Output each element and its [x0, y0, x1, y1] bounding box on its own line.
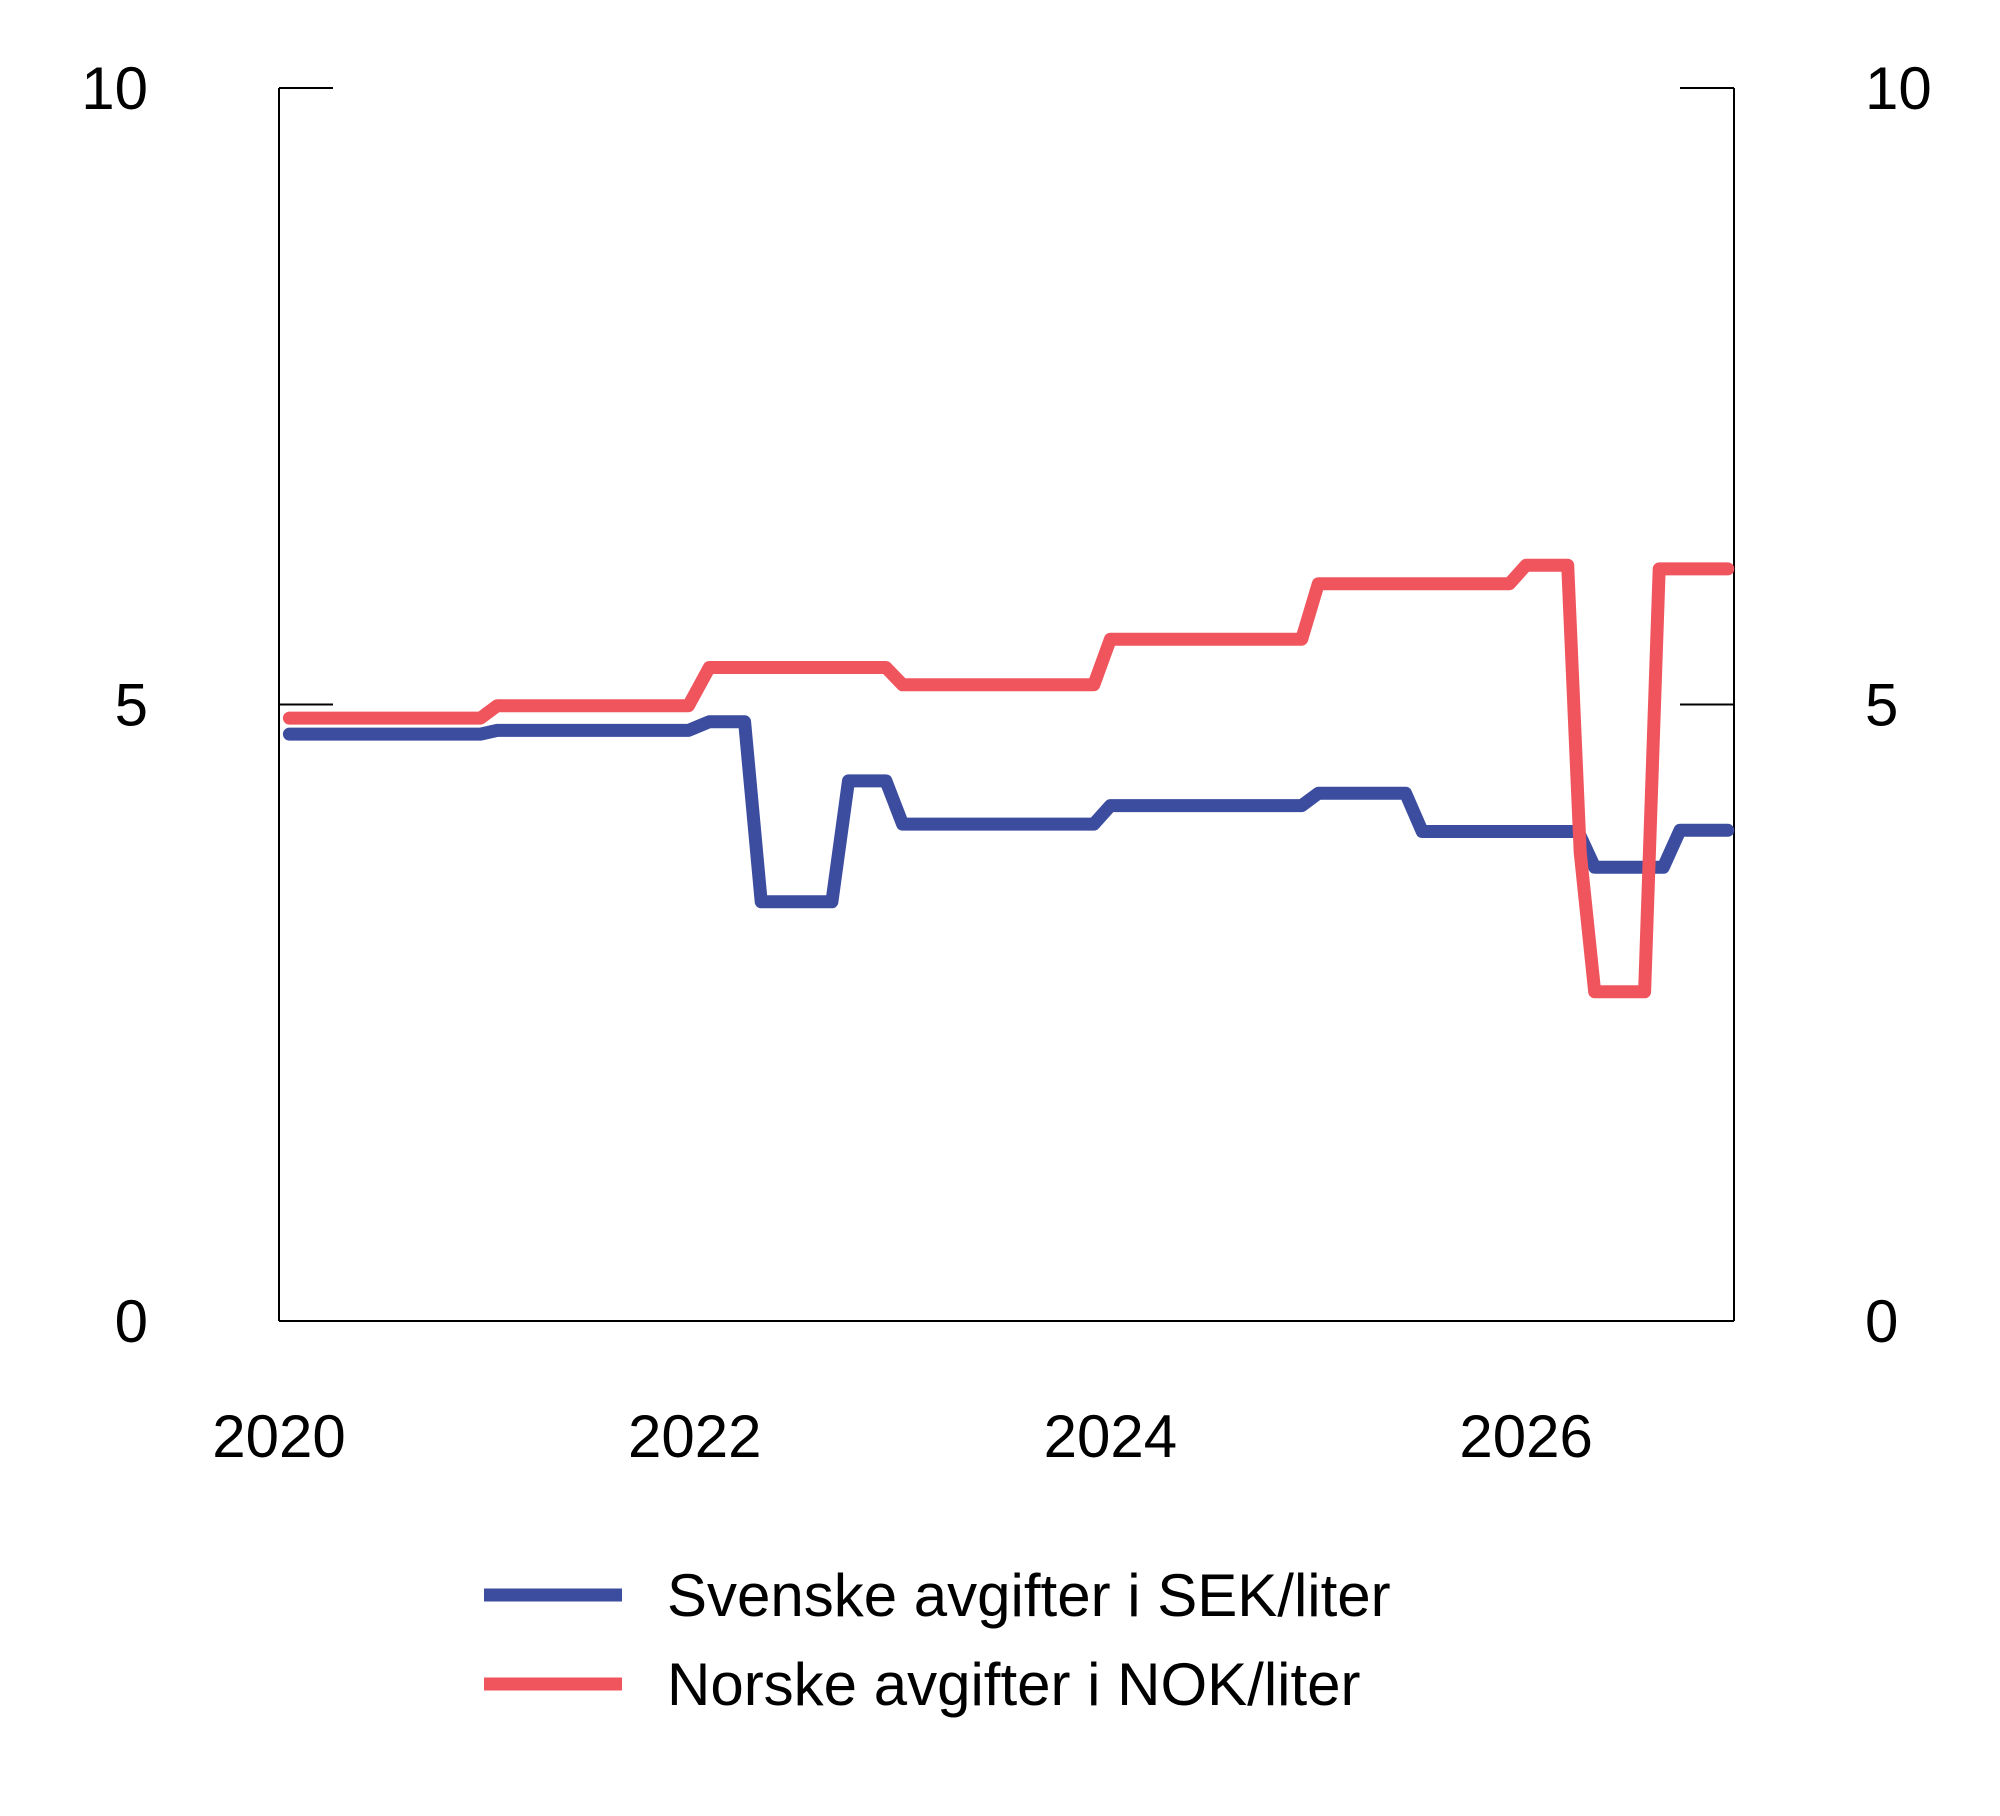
series-line-norske: [282, 558, 1735, 999]
legend-label: Norske avgifter i NOK/liter: [667, 1651, 1361, 1718]
x-ticks: 2020 2022 2024 2026: [212, 1403, 1593, 1470]
legend-label: Svenske avgifter i SEK/liter: [667, 1562, 1391, 1629]
left-y-tick-label: 5: [115, 672, 148, 739]
x-tick-label: 2020: [212, 1403, 345, 1470]
legend: Svenske avgifter i SEK/liter Norske avgif…: [484, 1562, 1391, 1718]
right-y-tick-label: 5: [1865, 672, 1898, 739]
left-y-tick-label: 0: [115, 1288, 148, 1355]
x-tick-label: 2022: [628, 1403, 761, 1470]
right-y-tick-label: 0: [1865, 1288, 1898, 1355]
left-y-tick-label: 10: [81, 55, 148, 122]
y-ticks: 0 0 5 5 10 10: [81, 55, 1932, 1355]
x-tick-label: 2024: [1044, 1403, 1177, 1470]
series-line-svenske: [282, 715, 1735, 909]
right-y-tick-label: 10: [1865, 55, 1932, 122]
series-lines: [282, 558, 1735, 999]
x-tick-label: 2026: [1459, 1403, 1592, 1470]
